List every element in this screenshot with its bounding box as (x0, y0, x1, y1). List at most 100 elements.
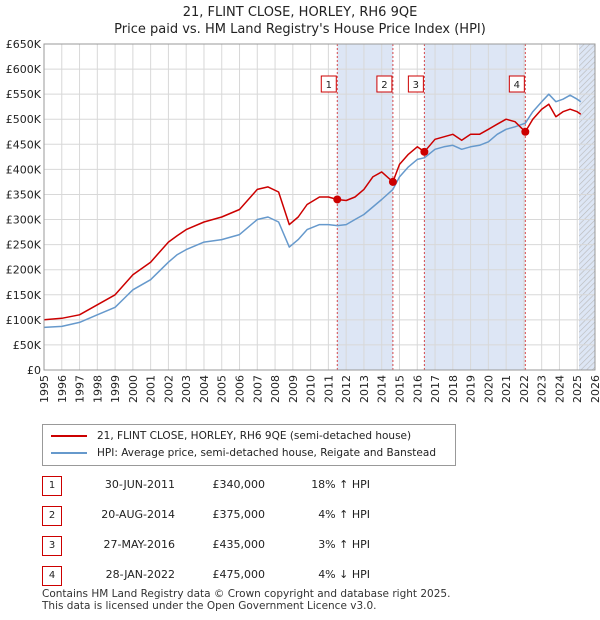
x-tick-label: 2017 (429, 375, 442, 403)
transaction-number: 2 (42, 506, 62, 526)
transaction-date: 20-AUG-2014 (101, 508, 175, 521)
sale-point (333, 195, 342, 204)
hpi-line-swatch (51, 452, 87, 454)
sale-label: 4 (508, 75, 525, 93)
x-tick-label: 2025 (571, 375, 584, 403)
legend-item-hpi: HPI: Average price, semi-detached house,… (51, 445, 436, 461)
legend-label-hpi: HPI: Average price, semi-detached house,… (97, 447, 436, 459)
shaded-period (337, 44, 393, 370)
transaction-number: 3 (42, 536, 62, 556)
x-tick-label: 2010 (305, 375, 318, 403)
x-tick-label: 2015 (393, 375, 406, 403)
sale-label: 1 (320, 75, 337, 93)
x-tick-label: 2004 (198, 375, 211, 403)
x-tick-label: 1996 (56, 375, 69, 403)
transaction-row: 1 30-JUN-2011 £340,000 18% ↑ HPI (0, 476, 600, 496)
x-tick-label: 2011 (322, 375, 335, 403)
x-tick-label: 2023 (536, 375, 549, 403)
legend-label-property: 21, FLINT CLOSE, HORLEY, RH6 9QE (semi-d… (97, 430, 412, 442)
footer-copyright: Contains HM Land Registry data © Crown c… (42, 588, 451, 600)
sale-label-box (320, 75, 337, 93)
transaction-number: 1 (42, 476, 62, 496)
y-tick-label: £100K (6, 314, 42, 327)
x-tick-label: 2002 (162, 375, 175, 403)
x-tick-label: 2022 (518, 375, 531, 403)
x-tick-label: 1998 (91, 375, 104, 403)
x-tick-label: 2005 (216, 375, 229, 403)
sale-label: 3 (407, 75, 424, 93)
y-tick-label: £0 (27, 364, 41, 377)
x-tick-label: 2008 (269, 375, 282, 403)
chart-subtitle: Price paid vs. HM Land Registry's House … (114, 22, 486, 37)
x-tick-label: 2006 (234, 375, 247, 403)
y-tick-label: £200K (6, 264, 42, 277)
y-tick-label: £150K (6, 289, 42, 302)
transaction-row: 3 27-MAY-2016 £435,000 3% ↑ HPI (0, 536, 600, 556)
transaction-date: 30-JUN-2011 (104, 478, 175, 491)
y-tick-label: £450K (6, 138, 42, 151)
property-price-line (43, 103, 582, 321)
sale-label-box (376, 75, 393, 93)
x-tick-label: 2026 (589, 375, 600, 403)
y-tick-label: £650K (6, 38, 42, 51)
transaction-price: £435,000 (212, 538, 266, 551)
sale-label-text: 3 (413, 80, 419, 91)
x-tick-label: 2012 (340, 375, 353, 403)
transaction-row: 4 28-JAN-2022 £475,000 4% ↓ HPI (0, 566, 600, 586)
x-tick-label: 2024 (553, 375, 566, 403)
transaction-date: 28-JAN-2022 (105, 568, 175, 581)
transaction-date: 27-MAY-2016 (103, 538, 175, 551)
sale-label-box (508, 75, 525, 93)
x-tick-label: 2007 (251, 375, 264, 403)
price-chart: 1 2 3 4 £0 £50K £100K £150K £200K £250K £300K £350K… (6, 38, 600, 403)
sale-label-box (407, 75, 424, 93)
x-tick-label: 1997 (74, 375, 87, 403)
x-tick-label: 2000 (127, 375, 140, 403)
x-tick-label: 2003 (180, 375, 193, 403)
transaction-hpi-diff: 18% ↑ HPI (311, 478, 370, 491)
sale-label-text: 2 (381, 80, 387, 91)
x-tick-label: 2020 (482, 375, 495, 403)
property-line-swatch (51, 435, 87, 437)
x-tick-label: 1999 (109, 375, 122, 403)
transaction-hpi-diff: 3% ↑ HPI (318, 538, 370, 551)
x-tick-label: 2001 (145, 375, 158, 403)
y-tick-label: £500K (6, 113, 42, 126)
sale-point (420, 147, 429, 156)
transaction-price: £475,000 (212, 568, 266, 581)
transaction-price: £340,000 (212, 478, 266, 491)
x-tick-label: 2013 (358, 375, 371, 403)
x-tick-label: 2018 (447, 375, 460, 403)
x-tick-label: 2021 (500, 375, 513, 403)
plot-frame (43, 43, 596, 371)
y-tick-label: £400K (6, 163, 42, 176)
transaction-number: 4 (42, 566, 62, 586)
x-tick-label: 2016 (411, 375, 424, 403)
x-tick-label: 2009 (287, 375, 300, 403)
y-tick-label: £300K (6, 214, 42, 227)
sale-point (521, 127, 530, 136)
y-tick-label: £50K (13, 339, 42, 352)
y-tick-label: £350K (6, 188, 42, 201)
y-tick-label: £250K (6, 239, 42, 252)
sale-point (388, 177, 397, 186)
forecast-hatch (579, 44, 595, 370)
x-tick-label: 2019 (465, 375, 478, 403)
sale-label-text: 1 (326, 80, 332, 91)
legend-item-property: 21, FLINT CLOSE, HORLEY, RH6 9QE (semi-d… (51, 428, 411, 444)
hpi-line (43, 93, 582, 329)
footer-licence: This data is licensed under the Open Gov… (42, 600, 377, 612)
transaction-hpi-diff: 4% ↑ HPI (318, 508, 370, 521)
transaction-row: 2 20-AUG-2014 £375,000 4% ↑ HPI (0, 506, 600, 526)
transaction-price: £375,000 (212, 508, 266, 521)
y-tick-label: £550K (6, 88, 42, 101)
chart-title: 21, FLINT CLOSE, HORLEY, RH6 9QE (182, 5, 418, 20)
y-tick-label: £600K (6, 63, 42, 76)
x-tick-label: 2014 (376, 375, 389, 403)
sale-label: 2 (376, 75, 393, 93)
chart-legend: 21, FLINT CLOSE, HORLEY, RH6 9QE (semi-d… (42, 424, 456, 466)
sale-label-text: 4 (514, 80, 520, 91)
transaction-hpi-diff: 4% ↓ HPI (318, 568, 370, 581)
shaded-period (424, 44, 526, 370)
x-tick-label: 1995 (38, 375, 51, 403)
